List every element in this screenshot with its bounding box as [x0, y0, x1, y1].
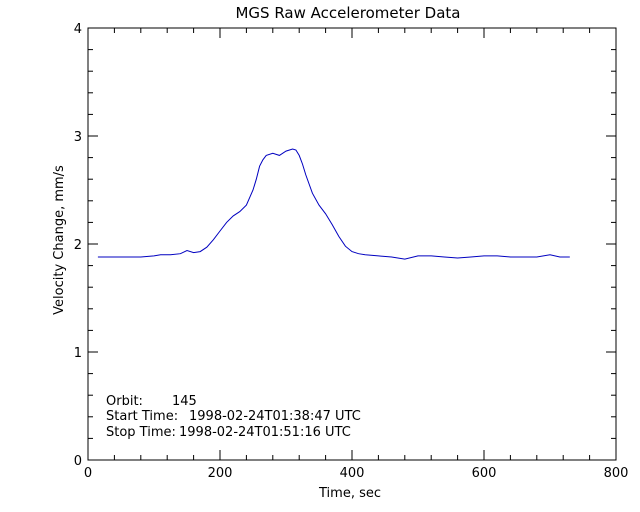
annotation-block: Orbit: 145 Start Time: 1998-02-24T01:38:… [106, 394, 361, 440]
y-tick-label: 3 [74, 130, 82, 145]
annotation-orbit-label: Orbit: [106, 394, 143, 409]
y-tick-label: 2 [74, 238, 82, 253]
x-tick-label: 800 [604, 466, 629, 481]
annotation-orbit-value: 145 [172, 394, 197, 409]
x-axis-label: Time, sec [318, 486, 381, 501]
y-tick-label: 4 [74, 22, 82, 37]
axis-ticks [87, 27, 617, 461]
x-tick-label: 200 [208, 466, 233, 481]
x-tick-label: 600 [472, 466, 497, 481]
annotation-start-label: Start Time: [106, 409, 178, 424]
annotation-stop-value: 1998-02-24T01:51:16 UTC [179, 425, 351, 440]
chart-title: MGS Raw Accelerometer Data [235, 4, 460, 22]
annotation-stop-label: Stop Time: [106, 425, 176, 440]
y-axis-label: Velocity Change, mm/s [52, 165, 67, 315]
x-tick-label: 400 [340, 466, 365, 481]
y-tick-label: 1 [74, 346, 82, 361]
y-tick-label: 0 [74, 454, 82, 469]
tick-labels: 0 200 400 600 800 0 1 2 3 4 [74, 22, 629, 481]
annotation-start-value: 1998-02-24T01:38:47 UTC [189, 409, 361, 424]
series-line [97, 148, 570, 260]
x-tick-label: 0 [84, 466, 92, 481]
